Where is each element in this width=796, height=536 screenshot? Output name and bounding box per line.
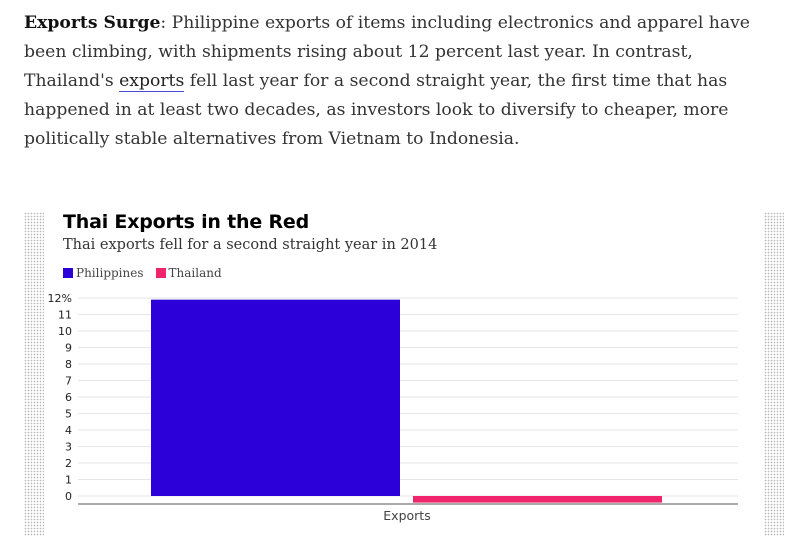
legend-label-philippines: Philippines <box>76 266 144 280</box>
legend-item-thailand[interactable]: Thailand <box>155 266 222 280</box>
y-tick-label: 6 <box>65 391 72 404</box>
y-tick-label: 12% <box>48 292 72 305</box>
y-tick-label: 9 <box>65 342 72 355</box>
y-tick-label: 4 <box>65 424 72 437</box>
bar-thailand[interactable] <box>413 496 662 503</box>
y-tick-label: 7 <box>65 375 72 388</box>
article-lead: Exports Surge <box>24 13 161 33</box>
y-tick-label: 0 <box>65 490 72 503</box>
legend-item-philippines[interactable]: Philippines <box>63 266 144 280</box>
y-tick-label: 3 <box>65 441 72 454</box>
y-tick-label: 8 <box>65 358 72 371</box>
bar-philippines[interactable] <box>151 299 400 496</box>
article-text-2: fell last year for a second straight yea… <box>24 71 729 149</box>
legend-label-thailand: Thailand <box>168 266 222 280</box>
y-tick-label: 11 <box>58 309 72 322</box>
right-dot-pattern <box>764 212 784 536</box>
exports-link[interactable]: exports <box>119 71 185 92</box>
chart-subtitle: Thai exports fell for a second straight … <box>63 237 438 253</box>
chart-title: Thai Exports in the Red <box>63 211 309 233</box>
y-tick-label: 5 <box>65 408 72 421</box>
x-category-label: Exports <box>383 508 430 523</box>
left-dot-pattern <box>24 212 44 536</box>
article-text-1: : Philippine exports of items including … <box>24 13 750 91</box>
article-paragraph: Exports Surge: Philippine exports of ite… <box>24 9 784 154</box>
chart-legend: Philippines Thailand <box>63 266 222 280</box>
y-tick-label: 1 <box>65 474 72 487</box>
y-tick-label: 2 <box>65 457 72 470</box>
legend-swatch-philippines <box>63 268 73 278</box>
legend-swatch-thailand <box>155 268 166 278</box>
y-tick-label: 10 <box>58 325 72 338</box>
